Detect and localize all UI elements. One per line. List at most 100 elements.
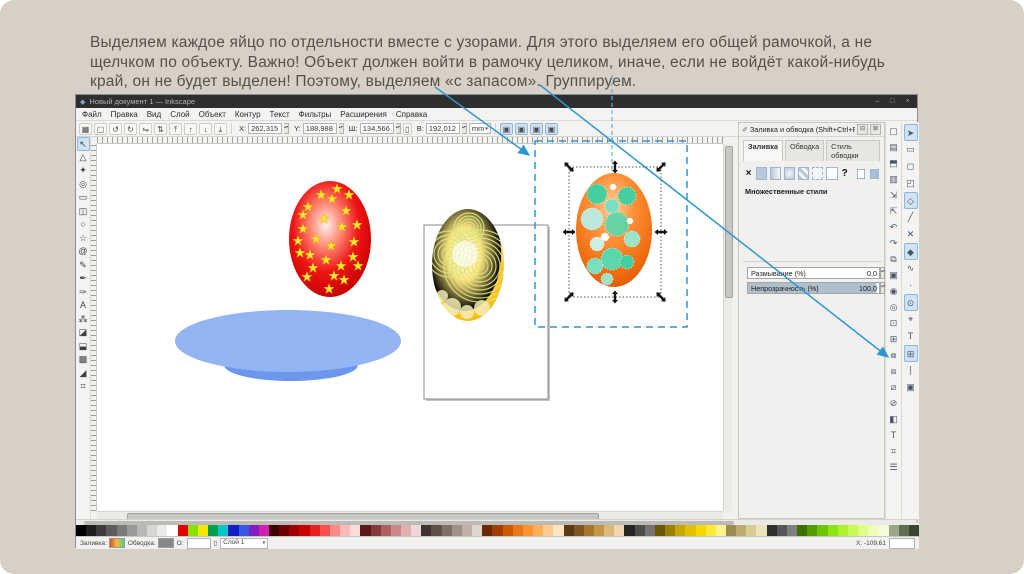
fill-linear-gradient-button[interactable] — [770, 167, 782, 180]
maximize-window-button[interactable]: □ — [890, 98, 895, 105]
y-spinner[interactable]: ▴▾ — [338, 123, 344, 134]
indeterminate-style-button[interactable] — [856, 168, 866, 179]
palette-swatch[interactable] — [695, 525, 706, 536]
y-field[interactable]: 188,988 — [302, 123, 337, 134]
plate-object[interactable] — [175, 310, 401, 381]
fill-radial-gradient-button[interactable] — [784, 167, 796, 180]
palette-swatch[interactable] — [786, 525, 798, 536]
snap-guides-toggle[interactable]: ∣ — [908, 365, 913, 375]
opacity-slider[interactable]: Непрозрачность (%) 100,0 ▴▾ — [747, 282, 885, 294]
affect-corners-toggle[interactable]: ▣ — [514, 122, 528, 135]
menu-item[interactable]: Расширения — [340, 109, 387, 119]
menu-item[interactable]: Объект — [198, 109, 226, 119]
title-bar[interactable]: ◆ Новый документ 1 — Inkscape – □ × — [76, 95, 917, 108]
palette-swatch[interactable] — [472, 525, 483, 536]
menu-item[interactable]: Контур — [234, 109, 261, 119]
palette-swatch[interactable] — [289, 525, 300, 536]
layer-lock-icon[interactable]: ▯ — [213, 540, 218, 547]
palette-swatch[interactable] — [147, 525, 158, 536]
tool-gradient[interactable]: ▩ — [78, 354, 88, 364]
palette-swatch[interactable] — [299, 525, 310, 536]
import-button[interactable]: ⇲ — [889, 190, 898, 200]
palette-swatch[interactable] — [106, 525, 117, 536]
palette-swatch[interactable] — [309, 525, 320, 536]
tool-node-editor[interactable]: △ — [79, 151, 87, 162]
palette-swatch[interactable] — [908, 525, 919, 536]
palette-scroll-right-icon[interactable]: › — [916, 519, 918, 525]
units-dropdown[interactable]: mm ▾ — [468, 123, 491, 134]
tool-3dbox[interactable]: ◫ — [78, 205, 88, 216]
palette-swatch[interactable] — [218, 525, 229, 536]
menu-item[interactable]: Слой — [170, 109, 190, 119]
group-button[interactable]: ⧈ — [890, 366, 897, 376]
palette-swatch[interactable] — [126, 525, 137, 536]
palette-swatch[interactable] — [766, 525, 777, 536]
height-spinner[interactable]: ▴▾ — [461, 123, 467, 134]
fill-none-button[interactable]: × — [745, 168, 752, 179]
palette-swatch[interactable] — [208, 525, 219, 536]
tool-text[interactable]: А — [79, 300, 86, 310]
snap-bbox-corners-toggle[interactable]: ◰ — [906, 178, 915, 188]
zoom-selection-button[interactable]: ◉ — [889, 286, 898, 296]
palette-swatch[interactable] — [675, 525, 686, 536]
menu-item[interactable]: Справка — [395, 109, 428, 119]
width-field[interactable]: 134,566 — [359, 123, 394, 134]
palette-swatch[interactable] — [319, 525, 330, 536]
lower-button[interactable]: ↓ — [199, 122, 212, 135]
zoom-drawing-button[interactable]: ◎ — [889, 302, 898, 312]
palette-swatch[interactable] — [502, 525, 513, 536]
palette-swatch[interactable] — [350, 525, 361, 536]
fill-help-button[interactable]: ? — [841, 168, 848, 179]
palette-swatch[interactable] — [685, 525, 696, 536]
palette-swatch[interactable] — [604, 525, 615, 536]
tool-calligraphy[interactable]: ✑ — [79, 286, 87, 297]
menu-item[interactable]: Файл — [82, 109, 102, 119]
x-spinner[interactable]: ▴▾ — [284, 123, 290, 134]
palette-swatch[interactable] — [644, 525, 655, 536]
palette-swatch[interactable] — [370, 525, 381, 536]
palette-swatch[interactable] — [847, 525, 859, 536]
blur-slider[interactable]: Размывание (%) 0,0 ▴▾ — [747, 267, 885, 279]
palette-swatch[interactable] — [360, 525, 371, 536]
palette-swatch[interactable] — [390, 525, 401, 536]
palette-swatch[interactable] — [746, 525, 757, 536]
palette-swatch[interactable] — [197, 525, 209, 536]
undo-button[interactable]: ↶ — [889, 222, 898, 232]
palette-swatch[interactable] — [573, 525, 584, 536]
snap-midpoints-toggle[interactable]: ∙ — [909, 280, 912, 290]
snap-nodes-toggle[interactable]: ◇ — [903, 192, 918, 209]
fill-indicator-swatch[interactable] — [108, 538, 125, 548]
snap-smooth-nodes-toggle[interactable]: ∿ — [906, 263, 915, 273]
height-field[interactable]: 192,012 — [425, 123, 460, 134]
fill-swatch-button[interactable] — [812, 167, 824, 180]
tool-rectangle[interactable]: ▭ — [78, 192, 88, 202]
palette-swatch[interactable] — [593, 525, 605, 536]
xml-editor-button[interactable]: ⌗ — [890, 446, 897, 456]
palette-swatch[interactable] — [634, 525, 645, 536]
scrollbar-thumb[interactable] — [725, 146, 733, 298]
palette-swatch[interactable] — [268, 525, 280, 536]
tool-pencil[interactable]: ✎ — [79, 259, 87, 270]
tool-pen[interactable]: ✒ — [79, 273, 87, 283]
snap-object-centers-toggle[interactable]: ⊙ — [903, 294, 918, 311]
snap-text-baseline-toggle[interactable]: Т — [907, 331, 914, 341]
palette-swatch[interactable] — [238, 525, 249, 536]
zoom-page-button[interactable]: ⊡ — [889, 318, 898, 328]
palette-swatch[interactable] — [776, 525, 787, 536]
width-spinner[interactable]: ▴▾ — [395, 123, 401, 134]
snap-page-border-toggle[interactable]: ▣ — [906, 382, 915, 392]
orange-egg-object[interactable] — [576, 173, 652, 287]
fill-stroke-dialog-button[interactable]: ◧ — [889, 414, 898, 424]
snap-grid-toggle[interactable]: ⊞ — [903, 345, 918, 362]
layer-dropdown[interactable]: Слой 1 ▾ — [220, 537, 269, 549]
palette-swatch[interactable] — [858, 525, 869, 536]
palette-swatch[interactable] — [167, 525, 178, 536]
palette-swatch[interactable] — [431, 525, 442, 536]
duplicate-button[interactable]: ⊞ — [889, 334, 898, 344]
tool-spray[interactable]: ⁂ — [78, 313, 88, 324]
palette-swatch[interactable] — [96, 525, 107, 536]
palette-swatch[interactable] — [654, 525, 666, 536]
palette-swatch[interactable] — [888, 525, 899, 536]
tool-tweak[interactable]: ✦ — [79, 165, 87, 175]
affect-patterns-toggle[interactable]: ▣ — [544, 122, 558, 135]
